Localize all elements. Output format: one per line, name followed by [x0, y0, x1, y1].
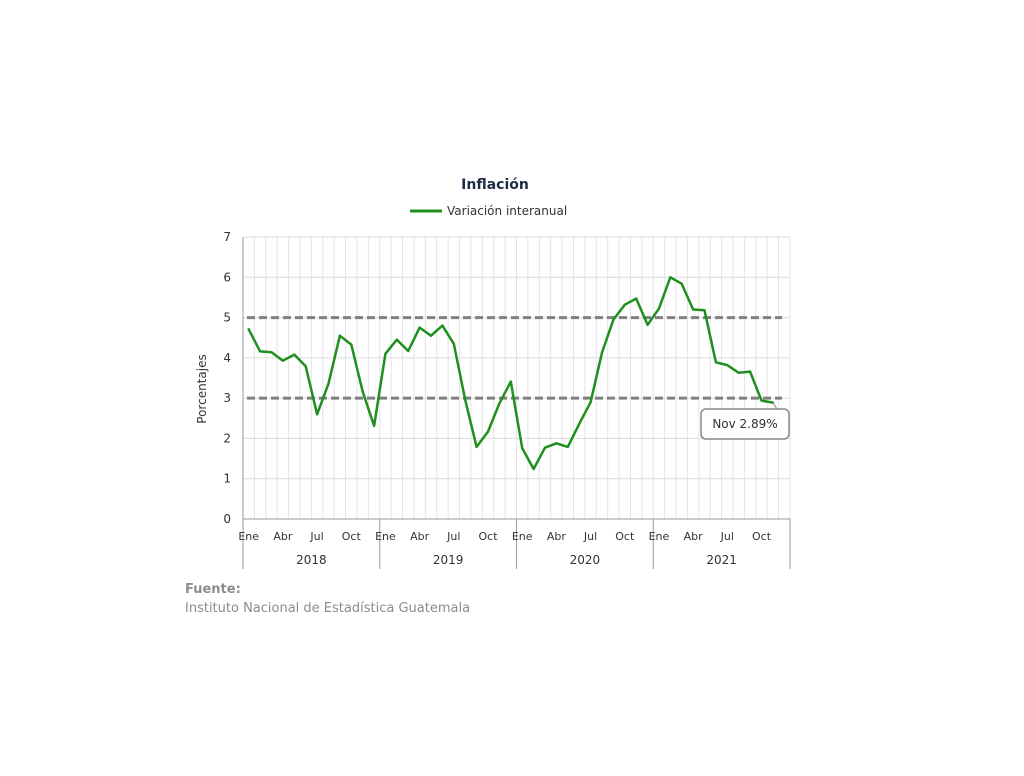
y-tick-label: 3	[223, 391, 231, 405]
y-tick-label: 5	[223, 311, 231, 325]
month-tick-label: Oct	[752, 530, 772, 543]
data-point	[327, 382, 330, 385]
month-tick-label: Ene	[375, 530, 396, 543]
annotation-box	[700, 408, 790, 440]
year-tick-label: 2018	[296, 553, 327, 567]
series	[247, 276, 775, 471]
data-point	[680, 282, 683, 285]
data-point	[304, 365, 307, 368]
data-point	[589, 401, 592, 404]
data-point	[338, 334, 341, 337]
data-point	[669, 276, 672, 279]
data-point	[737, 371, 740, 374]
data-point	[703, 309, 706, 312]
data-point	[726, 364, 729, 367]
data-point	[749, 370, 752, 373]
data-point	[373, 424, 376, 427]
data-point	[714, 361, 717, 364]
data-point	[259, 350, 262, 353]
y-tick-label: 2	[223, 431, 231, 445]
chart-title: Inflación	[461, 177, 529, 193]
month-tick-label: Jul	[583, 530, 597, 543]
y-tick-label: 1	[223, 472, 231, 486]
month-tick-label: Abr	[547, 530, 567, 543]
data-point	[555, 442, 558, 445]
data-point	[487, 430, 490, 433]
y-tick-label: 0	[223, 512, 231, 526]
data-point	[543, 446, 546, 449]
data-point	[760, 399, 763, 402]
data-point	[293, 353, 296, 356]
grid	[242, 236, 791, 520]
data-point	[578, 422, 581, 425]
data-point	[270, 351, 273, 354]
annotation: Nov 2.89%	[700, 402, 790, 440]
data-point	[635, 297, 638, 300]
source-text: Instituto Nacional de Estadística Guatem…	[185, 601, 471, 616]
data-point	[475, 445, 478, 448]
legend-label: Variación interanual	[447, 204, 567, 218]
data-point	[566, 445, 569, 448]
data-point	[612, 318, 615, 321]
annotation-leader	[772, 402, 778, 410]
month-tick-label: Abr	[410, 530, 430, 543]
data-point	[281, 359, 284, 362]
month-tick-label: Jul	[720, 530, 734, 543]
data-point	[441, 324, 444, 327]
data-point	[452, 342, 455, 345]
month-tick-label: Oct	[615, 530, 635, 543]
data-point	[600, 351, 603, 354]
data-point	[430, 334, 433, 337]
data-point	[407, 350, 410, 353]
year-tick-label: 2019	[433, 553, 464, 567]
month-tick-label: Jul	[446, 530, 460, 543]
data-point	[646, 323, 649, 326]
month-tick-label: Oct	[342, 530, 362, 543]
annotation-label: Nov 2.89%	[712, 417, 777, 431]
year-tick-label: 2020	[570, 553, 601, 567]
y-tick-label: 7	[223, 230, 231, 244]
data-point	[384, 352, 387, 355]
month-tick-label: Abr	[684, 530, 704, 543]
y-tick-label: 4	[223, 351, 231, 365]
data-point	[361, 390, 364, 393]
month-tick-label: Ene	[649, 530, 670, 543]
month-tick-label: Abr	[273, 530, 293, 543]
month-tick-label: Oct	[478, 530, 498, 543]
data-point	[532, 468, 535, 471]
data-point	[623, 303, 626, 306]
y-tick-label: 6	[223, 270, 231, 284]
data-point	[418, 326, 421, 329]
data-point	[350, 343, 353, 346]
month-tick-label: Ene	[238, 530, 259, 543]
y-axis-title: Porcentajes	[195, 354, 209, 423]
source-heading: Fuente:	[185, 582, 241, 597]
year-tick-label: 2021	[706, 553, 737, 567]
data-point	[247, 328, 250, 331]
data-point	[464, 398, 467, 401]
data-point	[395, 338, 398, 341]
axis-labels: 0 1 2 3 4 5 6 7 Ene Abr Jul Oct 2018 Ene Abr Jul Oct 2019…	[223, 230, 771, 567]
data-point	[657, 307, 660, 310]
month-tick-label: Ene	[512, 530, 533, 543]
axes	[242, 237, 791, 569]
data-point	[509, 380, 512, 383]
data-point	[692, 308, 695, 311]
month-tick-label: Jul	[309, 530, 323, 543]
series-line	[247, 276, 775, 471]
data-point	[521, 447, 524, 450]
data-point	[316, 413, 319, 416]
data-point	[498, 402, 501, 405]
